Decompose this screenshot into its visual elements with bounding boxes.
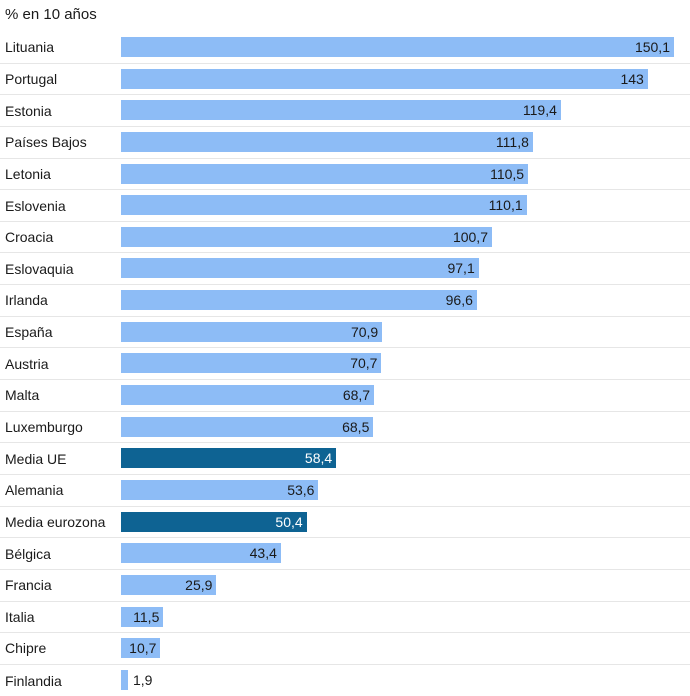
bar-row: Lituania 150,1: [0, 32, 690, 64]
value-label: 25,9: [185, 576, 213, 593]
category-label: Portugal: [5, 70, 58, 87]
category-label: Letonia: [5, 165, 51, 182]
bar: [121, 574, 217, 595]
bar: [121, 195, 527, 216]
value-label: 100,7: [452, 228, 488, 245]
value-label: 96,6: [445, 292, 473, 309]
value-label: 110,1: [488, 197, 523, 214]
bar-row: Eslovenia 110,1: [0, 190, 690, 222]
bar: [121, 638, 161, 659]
bar-row: Bélgica 43,4: [0, 538, 690, 570]
value-label: 119,4: [522, 102, 557, 119]
value-label: 150,1: [634, 39, 670, 55]
bar: [121, 385, 375, 406]
value-label: 143: [620, 70, 644, 87]
bar: [121, 68, 648, 89]
value-label: 70,9: [350, 323, 379, 340]
bar-row: Croacia 100,7: [0, 222, 690, 254]
bar-rows: Lituania 150,1 Portugal 143 Estonia 119,4 País…: [0, 32, 690, 696]
category-label: Media eurozona: [5, 513, 106, 530]
bar: [121, 258, 479, 279]
bar: [121, 321, 383, 342]
category-label: España: [5, 324, 53, 341]
value-label: 70,7: [350, 355, 378, 372]
bar-row: Irlanda 96,6: [0, 285, 690, 317]
bar-row: Austria 70,7: [0, 348, 690, 381]
bar: [121, 669, 128, 690]
bar-row: Luxemburgo 68,5: [0, 412, 690, 444]
value-label: 110,5: [490, 165, 525, 182]
bar: [121, 290, 477, 311]
bar: [121, 37, 674, 57]
category-label: Países Bajos: [5, 134, 87, 151]
bar-row: Chipre 10,7: [0, 633, 690, 665]
bar: [121, 416, 374, 437]
bar: [121, 606, 164, 627]
bar: [121, 479, 319, 500]
category-label: Chipre: [5, 640, 47, 657]
category-label: Austria: [5, 355, 49, 372]
bar-row: Finlandia 1,9: [0, 665, 690, 696]
bar: [121, 543, 281, 564]
bar-row: España 70,9: [0, 317, 690, 349]
category-label: Lituania: [5, 39, 55, 56]
value-label: 58,4: [304, 450, 333, 467]
category-label: Bélgica: [5, 545, 51, 562]
category-label: Alemania: [5, 482, 64, 499]
bar-row: Media eurozona 50,4: [0, 507, 690, 539]
chart-title: % en 10 años: [5, 6, 97, 23]
value-label: 50,4: [275, 513, 303, 530]
bar-row: Letonia 110,5: [0, 159, 690, 191]
category-label: Estonia: [5, 102, 52, 119]
value-label: 1,9: [133, 671, 153, 688]
bar: [121, 226, 492, 247]
bar: [121, 448, 337, 469]
bar: [121, 163, 529, 184]
value-label: 11,5: [133, 608, 160, 625]
value-label: 53,6: [287, 481, 315, 498]
bar-row: Malta 68,7: [0, 380, 690, 412]
bar: [121, 511, 307, 532]
value-label: 111,8: [495, 133, 529, 150]
value-label: 68,7: [342, 387, 371, 404]
category-label: Malta: [5, 387, 40, 404]
category-label: Eslovaquia: [5, 260, 74, 277]
category-label: Irlanda: [5, 292, 48, 309]
category-label: Luxemburgo: [5, 419, 83, 435]
bar-row: Francia 25,9: [0, 570, 690, 602]
value-label: 10,7: [129, 640, 157, 657]
category-label: Francia: [5, 577, 52, 594]
value-label: 97,1: [447, 260, 475, 277]
bar-row: Alemania 53,6: [0, 475, 690, 507]
bar-row: Estonia 119,4: [0, 95, 690, 127]
bar: [121, 353, 382, 374]
category-label: Italia: [5, 608, 35, 625]
bar: [121, 131, 533, 152]
value-label: 68,5: [342, 418, 370, 435]
bar-row: Media UE 58,4: [0, 443, 690, 475]
category-label: Eslovenia: [5, 197, 66, 214]
bar-row: Italia 11,5: [0, 602, 690, 634]
bar-row: Portugal 143: [0, 64, 690, 96]
bar-row: Países Bajos 111,8: [0, 127, 690, 159]
value-label: 43,4: [249, 545, 277, 562]
category-label: Media UE: [5, 450, 67, 467]
bar: [121, 100, 561, 121]
category-label: Croacia: [5, 229, 54, 246]
category-label: Finlandia: [5, 672, 62, 689]
bar-row: Eslovaquia 97,1: [0, 253, 690, 286]
